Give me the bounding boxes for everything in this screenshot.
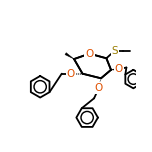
Text: O: O bbox=[85, 49, 94, 59]
Text: O: O bbox=[95, 83, 103, 93]
Text: O: O bbox=[67, 69, 75, 79]
Text: O: O bbox=[115, 64, 123, 74]
Text: O: O bbox=[115, 64, 123, 74]
Text: O: O bbox=[85, 49, 94, 59]
Text: S: S bbox=[112, 46, 118, 56]
Polygon shape bbox=[111, 68, 119, 70]
Text: S: S bbox=[112, 46, 118, 56]
Text: O: O bbox=[67, 69, 75, 79]
Text: O: O bbox=[95, 83, 103, 93]
Polygon shape bbox=[65, 53, 74, 59]
